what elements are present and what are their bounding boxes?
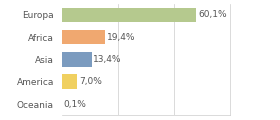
- Text: 0,1%: 0,1%: [64, 99, 87, 108]
- Text: 19,4%: 19,4%: [107, 33, 135, 42]
- Text: 60,1%: 60,1%: [198, 10, 227, 19]
- Bar: [62, 75, 77, 89]
- Bar: [62, 52, 92, 67]
- Bar: [62, 30, 105, 44]
- Text: 7,0%: 7,0%: [79, 77, 102, 86]
- Bar: [62, 8, 196, 22]
- Text: 13,4%: 13,4%: [94, 55, 122, 64]
